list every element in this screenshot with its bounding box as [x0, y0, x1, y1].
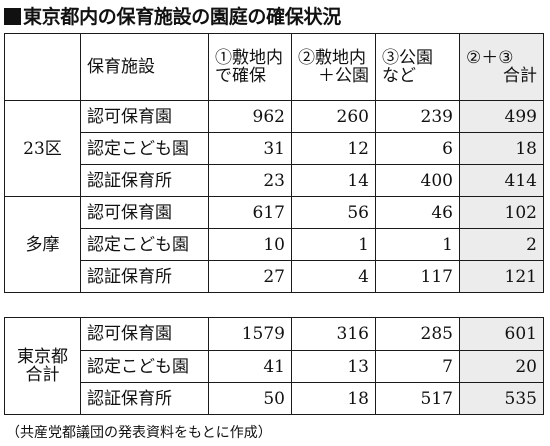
facility-cell: 認証保育所	[80, 382, 209, 415]
value-cell: 10	[208, 228, 292, 261]
value-cell: 50	[208, 382, 292, 415]
total-cell: 121	[459, 260, 544, 293]
value-cell: 41	[208, 350, 292, 383]
header-row: 保育施設 ①敷地内 で確保 ②敷地内 ＋公園 ③公園 など ②＋③ 合計	[4, 33, 544, 101]
value-cell: 23	[208, 164, 292, 197]
table-row: 認定こども園 41 13 7 20	[5, 350, 544, 383]
source-note: （共産党都議団の発表資料をもとに作成）	[6, 425, 272, 441]
area-label-tama: 多摩	[4, 196, 81, 293]
facility-cell: 認可保育園	[80, 317, 209, 351]
header-col2-line2: ＋公園	[318, 66, 369, 86]
value-cell: 517	[375, 382, 460, 415]
facility-cell: 認可保育園	[80, 196, 209, 229]
header-col4: ②＋③ 合計	[459, 33, 544, 101]
value-cell: 56	[291, 196, 376, 229]
table-row: 多摩 認可保育園 617 56 46 102	[4, 196, 544, 293]
value-cell: 1	[375, 228, 460, 261]
header-col3-line2: など	[382, 66, 416, 86]
facility-cell: 認定こども園	[80, 228, 209, 261]
black-square-icon	[4, 8, 21, 25]
value-cell: 31	[208, 132, 292, 165]
header-col4-line1: ②＋③	[466, 48, 514, 68]
value-cell: 4	[291, 260, 376, 293]
area-label-tokyo-total: 東京都 合計	[4, 317, 81, 415]
facility-cell: 認定こども園	[80, 350, 209, 383]
facility-cell: 認証保育所	[80, 164, 209, 197]
total-cell: 601	[459, 317, 544, 351]
table-row: 認定こども園 31 12 6 18	[5, 132, 544, 165]
value-cell: 27	[208, 260, 292, 293]
header-col3-line1: ③公園	[382, 48, 433, 68]
value-cell: 260	[291, 100, 376, 133]
value-cell: 13	[291, 350, 376, 383]
value-cell: 1579	[208, 317, 292, 351]
value-cell: 239	[375, 100, 460, 133]
value-cell: 6	[375, 132, 460, 165]
value-cell: 12	[291, 132, 376, 165]
value-cell: 117	[375, 260, 460, 293]
facility-cell: 認証保育所	[80, 260, 209, 293]
value-cell: 400	[375, 164, 460, 197]
table-row: 23区 認可保育園 962 260 239 499	[4, 100, 544, 197]
header-facility: 保育施設	[80, 33, 209, 101]
facility-cell: 認定こども園	[80, 132, 209, 165]
area-label-line2: 合計	[25, 365, 60, 385]
total-cell: 18	[459, 132, 544, 165]
value-cell: 316	[291, 317, 376, 351]
table-row: 認証保育所 27 4 117 121	[5, 260, 544, 293]
header-col1-line1: ①敷地内	[215, 48, 283, 68]
header-col4-line2: 合計	[503, 66, 537, 86]
title-text: 東京都内の保育施設の園庭の確保状況	[23, 6, 341, 28]
value-cell: 285	[375, 317, 460, 351]
value-cell: 14	[291, 164, 376, 197]
header-col3: ③公園 など	[375, 33, 460, 101]
table-row: 認定こども園 10 1 1 2	[5, 228, 544, 261]
header-col2-line1: ②敷地内	[298, 48, 366, 68]
value-cell: 46	[375, 196, 460, 229]
total-cell: 20	[459, 350, 544, 383]
total-cell: 414	[459, 164, 544, 197]
table-row: 認証保育所 50 18 517 535	[5, 382, 544, 415]
table-total: 東京都 合計 認可保育園 1579 316 285 601 認定こども園 41 …	[4, 317, 544, 415]
area-label-23ku: 23区	[4, 100, 81, 197]
page-title: 東京都内の保育施設の園庭の確保状況	[4, 3, 341, 31]
total-cell: 535	[459, 382, 544, 415]
value-cell: 617	[208, 196, 292, 229]
facility-cell: 認可保育園	[80, 100, 209, 133]
area-label-line1: 東京都	[17, 347, 68, 367]
header-blank-cell	[4, 33, 81, 101]
value-cell: 962	[208, 100, 292, 133]
value-cell: 1	[291, 228, 376, 261]
header-col2: ②敷地内 ＋公園	[291, 33, 376, 101]
total-cell: 2	[459, 228, 544, 261]
table-row: 東京都 合計 認可保育園 1579 316 285 601	[4, 317, 544, 415]
header-col1-line2: で確保	[215, 66, 266, 86]
total-cell: 499	[459, 100, 544, 133]
table-row: 認証保育所 23 14 400 414	[5, 164, 544, 197]
value-cell: 18	[291, 382, 376, 415]
table-main: 保育施設 ①敷地内 で確保 ②敷地内 ＋公園 ③公園 など ②＋③ 合計 23区…	[4, 33, 544, 293]
total-cell: 102	[459, 196, 544, 229]
header-col1: ①敷地内 で確保	[208, 33, 292, 101]
value-cell: 7	[375, 350, 460, 383]
